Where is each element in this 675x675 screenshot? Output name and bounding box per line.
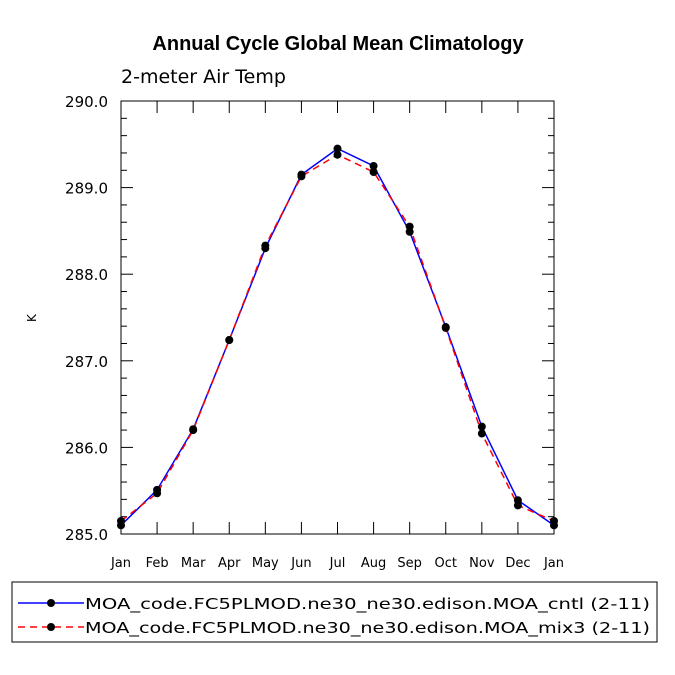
data-point: [117, 517, 125, 526]
legend-label-1: MOA_code.FC5PLMOD.ne30_ne30.edison.MOA_m…: [85, 619, 650, 638]
major-y-ticks: [121, 100, 554, 535]
data-point: [369, 168, 378, 177]
data-point: [261, 241, 270, 250]
legend-marker-0: [47, 599, 55, 607]
data-point: [441, 323, 450, 332]
x-tick-label: Nov: [469, 556, 495, 571]
chart-subtitle: 2-meter Air Temp: [121, 66, 286, 88]
plot-frame: [120, 100, 555, 535]
legend-marker-1: [47, 623, 55, 631]
x-tick-label: Jan: [110, 556, 131, 571]
series-line-0: [120, 147, 555, 526]
data-point: [189, 426, 198, 435]
x-tick-label: Feb: [146, 556, 169, 571]
data-point: [333, 144, 342, 153]
data-point: [477, 422, 486, 431]
x-tick-label: May: [252, 556, 279, 571]
x-tick-label: Aug: [361, 556, 386, 571]
y-tick-label: 289.0: [65, 180, 108, 198]
data-point: [297, 172, 306, 181]
y-axis-label: K: [25, 313, 39, 322]
minor-y-ticks: [121, 117, 554, 518]
legend-label-0: MOA_code.FC5PLMOD.ne30_ne30.edison.MOA_c…: [85, 595, 650, 614]
data-point: [153, 489, 162, 498]
data-point: [333, 150, 342, 159]
data-point: [369, 161, 378, 170]
y-tick-label: 288.0: [65, 266, 108, 284]
y-tick-label: 290.0: [65, 93, 108, 111]
data-point: [477, 429, 486, 438]
x-tick-label: Jul: [329, 556, 346, 571]
series-layer: [117, 144, 558, 530]
legend: MOA_code.FC5PLMOD.ne30_ne30.edison.MOA_c…: [11, 581, 658, 643]
x-tick-label: Oct: [435, 556, 457, 571]
x-tick-label: Sep: [397, 556, 422, 571]
x-tick-label: Apr: [218, 556, 241, 571]
x-ticks: [120, 101, 555, 534]
x-tick-label: Jun: [290, 556, 311, 571]
data-point: [225, 336, 234, 345]
data-point: [405, 222, 414, 231]
data-point: [550, 517, 558, 526]
x-tick-label: Mar: [181, 556, 206, 571]
x-tick-label: Dec: [505, 556, 530, 571]
y-tick-label: 287.0: [65, 353, 108, 371]
y-tick-labels: 285.0 286.0 287.0 288.0 289.0 290.0: [65, 93, 108, 544]
x-tick-label: Jan: [543, 556, 564, 571]
x-tick-labels: Jan Feb Mar Apr May Jun Jul Aug Sep Oct Nov Dec Jan: [110, 556, 564, 571]
legend-box: [11, 581, 658, 643]
chart-title: Annual Cycle Global Mean Climatology: [152, 33, 524, 55]
y-tick-label: 285.0: [65, 526, 108, 544]
y-tick-label: 286.0: [65, 439, 108, 457]
series-line-1: [120, 153, 555, 522]
data-point: [513, 501, 522, 510]
